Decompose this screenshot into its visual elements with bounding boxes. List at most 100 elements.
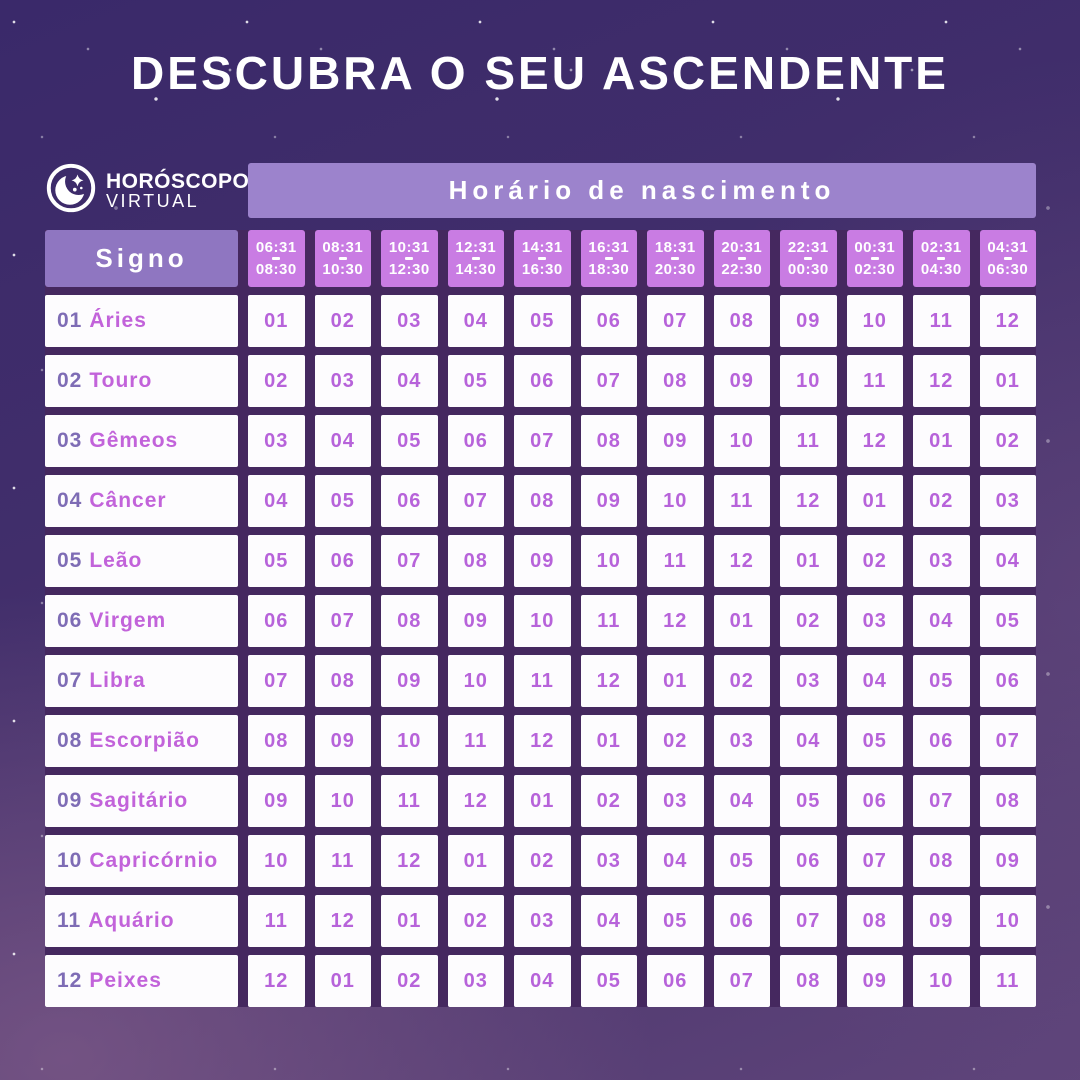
- time-slot-header: 04:31 06:30: [979, 230, 1036, 287]
- ascendant-cell: 08: [314, 655, 371, 707]
- dash-icon: [604, 257, 613, 260]
- ascendant-cell: 07: [514, 415, 571, 467]
- ascendant-cell: 04: [713, 775, 770, 827]
- ascendant-cell: 01: [447, 835, 504, 887]
- ascendant-cell: 10: [647, 475, 704, 527]
- ascendant-cell: 12: [447, 775, 504, 827]
- ascendant-cell: 10: [381, 715, 438, 767]
- ascendant-cell: 01: [713, 595, 770, 647]
- ascendant-cell: 08: [580, 415, 637, 467]
- ascendant-cell: 12: [913, 355, 970, 407]
- ascendant-cell: 12: [314, 895, 371, 947]
- time-slot-to: 16:30: [521, 261, 563, 279]
- time-slot-from: 00:31: [854, 238, 896, 256]
- brand-name: HORÓSCOPO VIRTUAL: [106, 169, 250, 212]
- time-slot-from: 06:31: [255, 238, 297, 256]
- sign-label: 02 Touro: [45, 355, 238, 407]
- ascendant-cell: 07: [647, 295, 704, 347]
- ascendant-cell: 09: [580, 475, 637, 527]
- time-slot-header: 10:31 12:30: [381, 230, 438, 287]
- ascendant-cell: 02: [248, 355, 305, 407]
- time-slot-header: 14:31 16:30: [514, 230, 571, 287]
- sign-label: 07 Libra: [45, 655, 238, 707]
- dash-icon: [405, 257, 414, 260]
- ascendant-cell: 04: [846, 655, 903, 707]
- ascendant-cell: 04: [979, 535, 1036, 587]
- ascendant-cell: 05: [248, 535, 305, 587]
- ascendant-cell: 09: [314, 715, 371, 767]
- ascendant-cell: 07: [447, 475, 504, 527]
- time-slot-header: 22:31 00:30: [780, 230, 837, 287]
- ascendant-cell: 04: [647, 835, 704, 887]
- time-slot-header: 12:31 14:30: [447, 230, 504, 287]
- ascendant-cell: 07: [248, 655, 305, 707]
- sign-number: 09: [57, 789, 83, 812]
- dash-icon: [737, 257, 746, 260]
- sign-name: Virgem: [89, 609, 167, 632]
- ascendant-cell: 06: [381, 475, 438, 527]
- brand-name-line2: VIRTUAL: [106, 191, 200, 212]
- time-slot-to: 00:30: [787, 261, 829, 279]
- ascendant-cell: 09: [381, 655, 438, 707]
- page-title: DESCUBRA O SEU ASCENDENTE: [131, 47, 949, 99]
- sign-number: 06: [57, 609, 83, 632]
- dash-icon: [338, 257, 347, 260]
- ascendant-cell: 11: [780, 415, 837, 467]
- birth-time-header: Horário de nascimento: [248, 163, 1036, 218]
- ascendant-cell: 12: [846, 415, 903, 467]
- ascendant-cell: 07: [979, 715, 1036, 767]
- ascendant-cell: 05: [580, 955, 637, 1007]
- brand-name-line1: HORÓSCOPO: [106, 169, 250, 193]
- sign-label: 12 Peixes: [45, 955, 238, 1007]
- ascendant-cell: 07: [780, 895, 837, 947]
- ascendant-cell: 05: [647, 895, 704, 947]
- ascendant-cell: 11: [314, 835, 371, 887]
- ascendant-cell: 12: [580, 655, 637, 707]
- ascendant-cell: 04: [381, 355, 438, 407]
- ascendant-cell: 05: [713, 835, 770, 887]
- ascendant-cell: 06: [580, 295, 637, 347]
- ascendant-cell: 06: [647, 955, 704, 1007]
- ascendant-cell: 06: [514, 355, 571, 407]
- time-slot-header: 20:31 22:30: [713, 230, 770, 287]
- ascendant-table: Signo 06:31 08:30 08:31 10:30 10:31 12:30 12:3…: [45, 230, 1036, 1007]
- ascendant-cell: 11: [248, 895, 305, 947]
- sign-name: Câncer: [89, 489, 167, 512]
- sign-label: 09 Sagitário: [45, 775, 238, 827]
- ascendant-cell: 05: [846, 715, 903, 767]
- sign-name: Peixes: [89, 969, 162, 992]
- ascendant-cell: 08: [248, 715, 305, 767]
- time-slot-to: 08:30: [255, 261, 297, 279]
- ascendant-cell: 01: [580, 715, 637, 767]
- ascendant-cell: 09: [248, 775, 305, 827]
- ascendant-cell: 04: [780, 715, 837, 767]
- sign-number: 01: [57, 309, 83, 332]
- ascendant-cell: 12: [248, 955, 305, 1007]
- ascendant-cell: 06: [248, 595, 305, 647]
- ascendant-cell: 05: [913, 655, 970, 707]
- sign-name: Touro: [89, 369, 153, 392]
- moon-stars-icon: [45, 162, 97, 219]
- ascendant-cell: 11: [580, 595, 637, 647]
- time-slot-header: 00:31 02:30: [846, 230, 903, 287]
- sign-name: Áries: [89, 309, 147, 332]
- ascendant-cell: 12: [780, 475, 837, 527]
- time-slot-from: 22:31: [787, 238, 829, 256]
- ascendant-cell: 03: [846, 595, 903, 647]
- ascendant-cell: 05: [780, 775, 837, 827]
- sign-number: 12: [57, 969, 83, 992]
- time-slot-to: 22:30: [721, 261, 763, 279]
- time-slot-from: 16:31: [588, 238, 630, 256]
- ascendant-cell: 11: [514, 655, 571, 707]
- ascendant-cell: 08: [979, 775, 1036, 827]
- ascendant-cell: 12: [647, 595, 704, 647]
- ascendant-cell: 03: [381, 295, 438, 347]
- ascendant-cell: 02: [979, 415, 1036, 467]
- ascendant-cell: 10: [248, 835, 305, 887]
- dash-icon: [471, 257, 480, 260]
- ascendant-cell: 04: [314, 415, 371, 467]
- ascendant-cell: 06: [979, 655, 1036, 707]
- ascendant-cell: 07: [846, 835, 903, 887]
- sign-label: 01 Áries: [45, 295, 238, 347]
- time-slot-to: 12:30: [388, 261, 430, 279]
